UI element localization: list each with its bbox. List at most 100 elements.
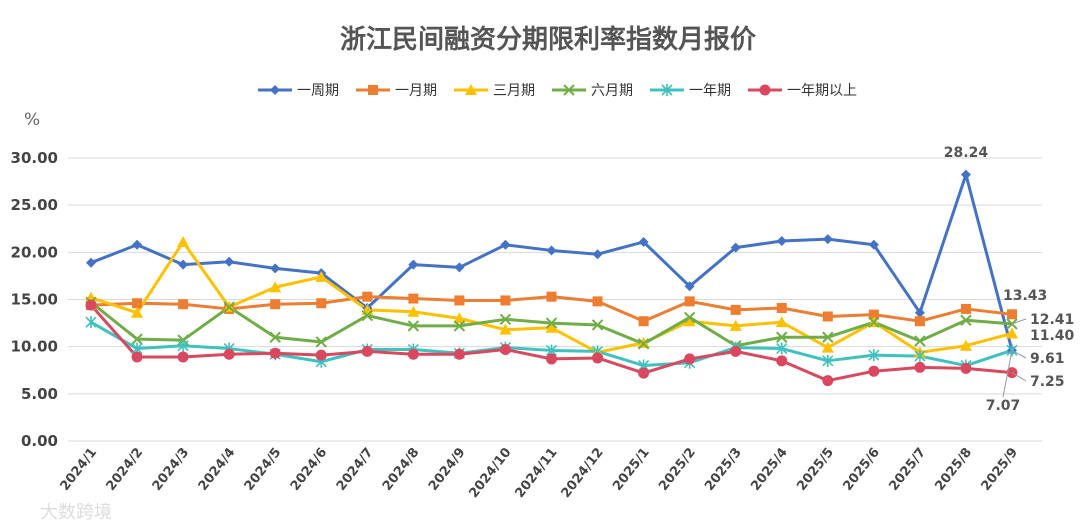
data-point bbox=[776, 355, 788, 367]
data-point bbox=[361, 345, 373, 357]
data-point bbox=[822, 331, 834, 343]
data-point bbox=[684, 353, 696, 365]
data-point bbox=[638, 316, 649, 327]
data-point bbox=[499, 343, 511, 355]
y-tick-label: 5.00 bbox=[21, 385, 58, 403]
data-point bbox=[960, 314, 972, 326]
data-label: 28.24 bbox=[944, 145, 989, 161]
x-tick-label: 2024/2 bbox=[104, 445, 147, 494]
data-point bbox=[361, 309, 374, 322]
data-point bbox=[822, 311, 833, 322]
data-point bbox=[453, 320, 466, 332]
data-point bbox=[591, 319, 604, 331]
y-tick-label: 30.00 bbox=[11, 149, 58, 167]
data-point bbox=[776, 342, 788, 355]
data-point bbox=[546, 291, 557, 302]
data-point bbox=[86, 257, 96, 268]
legend-label: 三月期 bbox=[493, 83, 535, 99]
data-point bbox=[545, 317, 558, 329]
data-point bbox=[684, 281, 695, 292]
y-axis-unit: % bbox=[24, 110, 40, 130]
data-point bbox=[592, 296, 603, 307]
x-axis-ticks: 2024/1 2024/2 2024/3 2024/4 2024/5 2024/6 2024… bbox=[58, 445, 1022, 501]
x-tick-label: 2024/7 bbox=[334, 445, 377, 494]
legend-marker bbox=[465, 84, 477, 95]
data-label: 11.40 bbox=[1030, 328, 1075, 344]
x-tick-label: 2025/8 bbox=[933, 445, 976, 494]
data-point bbox=[1006, 327, 1018, 339]
data-label: 12.41 bbox=[1030, 312, 1074, 328]
leader-line bbox=[1011, 372, 1027, 382]
legend-label: 一年期以上 bbox=[787, 83, 857, 99]
legend-marker bbox=[270, 85, 280, 95]
data-point bbox=[269, 331, 281, 343]
data-point bbox=[959, 339, 972, 351]
data-point bbox=[960, 169, 971, 180]
x-tick-label: 2025/5 bbox=[794, 445, 837, 494]
x-tick-label: 2024/1 bbox=[58, 445, 101, 494]
data-point bbox=[546, 245, 557, 256]
data-point bbox=[683, 311, 696, 324]
data-point bbox=[315, 270, 328, 282]
data-point bbox=[637, 336, 650, 348]
data-point bbox=[822, 234, 833, 245]
y-tick-label: 0.00 bbox=[21, 432, 58, 450]
data-point bbox=[408, 259, 419, 270]
data-point bbox=[914, 335, 926, 347]
leader-line bbox=[1002, 350, 1013, 398]
y-tick-label: 20.00 bbox=[11, 243, 58, 261]
legend-label: 一月期 bbox=[395, 83, 437, 99]
data-point bbox=[132, 298, 143, 309]
data-point bbox=[868, 309, 879, 320]
data-point bbox=[776, 236, 787, 247]
x-tick-label: 2024/4 bbox=[196, 445, 239, 494]
legend-marker bbox=[368, 85, 378, 95]
leader-line bbox=[1011, 318, 1027, 325]
data-point bbox=[822, 354, 834, 367]
data-point bbox=[960, 362, 972, 374]
data-point bbox=[224, 256, 235, 267]
data-point bbox=[868, 316, 880, 328]
data-point bbox=[730, 242, 741, 253]
data-point bbox=[914, 316, 925, 327]
legend-marker bbox=[661, 84, 673, 96]
data-point bbox=[775, 316, 788, 328]
data-point bbox=[960, 303, 971, 314]
data-point bbox=[131, 306, 144, 318]
x-tick-label: 2025/4 bbox=[748, 445, 791, 494]
watermark: 大数跨境 bbox=[40, 502, 112, 523]
data-point bbox=[177, 235, 190, 247]
x-tick-label: 2024/9 bbox=[426, 445, 469, 494]
data-point bbox=[85, 316, 97, 329]
data-label: 13.43 bbox=[1003, 288, 1047, 304]
data-point bbox=[407, 348, 419, 360]
data-point bbox=[545, 321, 558, 333]
x-tick-label: 2024/6 bbox=[288, 445, 331, 494]
data-point bbox=[822, 375, 834, 387]
data-point bbox=[637, 338, 650, 350]
y-tick-label: 10.00 bbox=[11, 338, 58, 356]
data-label: 7.25 bbox=[1030, 374, 1065, 390]
data-point bbox=[776, 331, 788, 343]
data-point bbox=[408, 293, 419, 304]
x-tick-label: 2025/6 bbox=[840, 445, 883, 494]
data-point bbox=[223, 301, 235, 313]
data-point bbox=[868, 349, 880, 362]
data-point bbox=[1007, 309, 1017, 320]
x-tick-label: 2024/12 bbox=[559, 445, 607, 501]
data-point bbox=[638, 367, 650, 379]
data-point bbox=[362, 291, 373, 302]
x-tick-label: 2025/7 bbox=[886, 445, 929, 494]
x-tick-label: 2024/5 bbox=[242, 445, 285, 494]
chart-title: 浙江民间融资分期限利率指数月报价 bbox=[340, 24, 757, 55]
data-point bbox=[85, 299, 97, 311]
y-axis-ticks: 0.00 5.00 10.00 15.00 20.00 25.00 30.00 bbox=[11, 149, 58, 450]
data-point bbox=[592, 352, 604, 364]
data-point bbox=[453, 348, 465, 360]
data-point bbox=[868, 239, 879, 250]
y-tick-label: 25.00 bbox=[11, 196, 58, 214]
data-point bbox=[315, 349, 327, 361]
legend-label: 六月期 bbox=[591, 83, 633, 99]
data-point bbox=[868, 365, 880, 377]
legend-marker bbox=[759, 84, 771, 96]
